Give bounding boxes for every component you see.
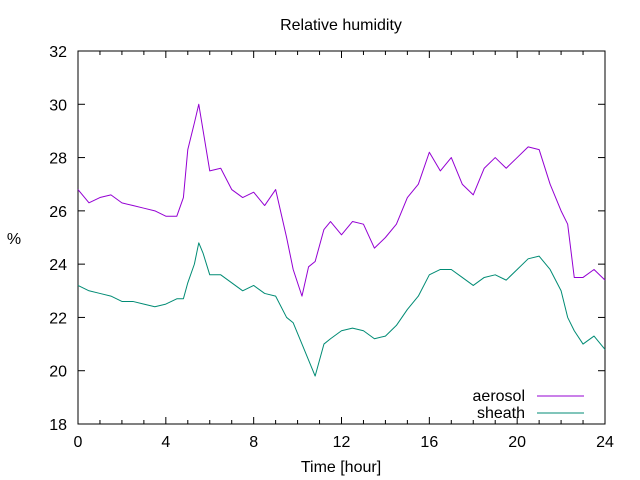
x-tick-label: 24 xyxy=(596,434,614,451)
x-tick-label: 16 xyxy=(420,434,438,451)
y-tick-label: 24 xyxy=(49,257,67,274)
y-tick-label: 18 xyxy=(49,417,67,434)
y-tick-label: 32 xyxy=(49,44,67,61)
x-tick-label: 8 xyxy=(249,434,258,451)
plot-area-border xyxy=(77,50,606,425)
y-tick-label: 20 xyxy=(49,364,67,381)
y-tick-label: 22 xyxy=(49,310,67,327)
axis-ticks: 0 4 8 12 16 20 24 18 20 22 24 26 28 30 32 xyxy=(49,44,614,451)
y-tick-label: 26 xyxy=(49,204,67,221)
x-tick-label: 4 xyxy=(161,434,170,451)
y-axis-label: % xyxy=(7,231,21,248)
y-tick-label: 30 xyxy=(49,97,67,114)
legend-label-aerosol: aerosol xyxy=(473,388,525,405)
legend-label-sheath: sheath xyxy=(477,405,525,422)
x-axis-label: Time [hour] xyxy=(301,459,381,476)
x-tick-label: 12 xyxy=(333,434,351,451)
series-line-sheath xyxy=(77,242,606,377)
chart-title: Relative humidity xyxy=(280,17,402,34)
x-tick-label: 0 xyxy=(74,434,83,451)
series-line-aerosol xyxy=(77,103,606,297)
series-layer xyxy=(77,103,606,377)
y-tick-label: 28 xyxy=(49,151,67,168)
x-tick-label: 20 xyxy=(508,434,526,451)
